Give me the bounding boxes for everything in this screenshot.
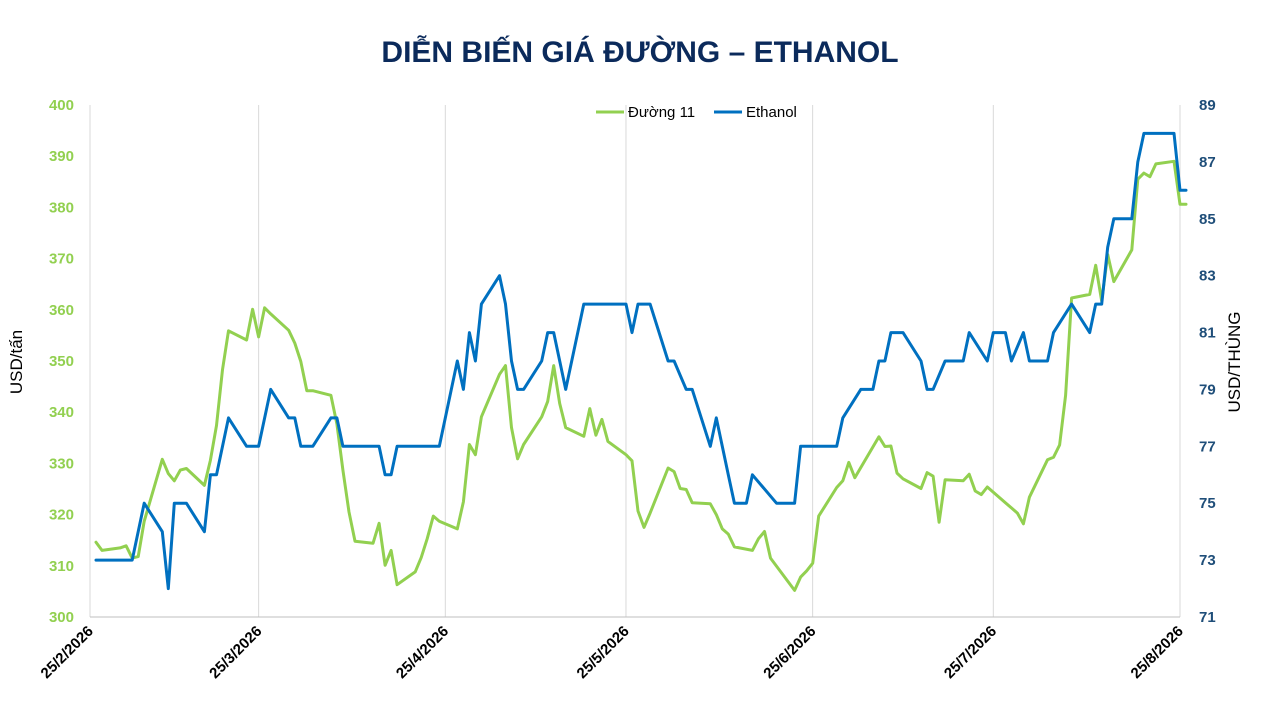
right-axis-label: USD/THÙNG <box>1225 311 1244 412</box>
x-tick-label: 25/3/2026 <box>206 623 265 682</box>
right-tick-label: 71 <box>1199 609 1216 626</box>
left-tick-label: 340 <box>49 404 74 421</box>
left-tick-label: 380 <box>49 199 74 216</box>
right-tick-label: 89 <box>1199 97 1216 114</box>
left-axis-label: USD/tấn <box>7 330 26 394</box>
right-tick-label: 87 <box>1199 154 1216 171</box>
left-tick-label: 330 <box>49 455 74 472</box>
left-tick-label: 320 <box>49 507 74 524</box>
series-layer <box>94 131 1188 592</box>
legend-label-ethanol: Ethanol <box>746 104 797 121</box>
left-tick-label: 390 <box>49 148 74 165</box>
x-tick-label: 25/2/2026 <box>38 623 97 682</box>
gridlines <box>89 105 1181 617</box>
left-tick-label: 310 <box>49 558 74 575</box>
series-line-ethanol <box>94 131 1188 591</box>
left-tick-label: 300 <box>49 609 74 626</box>
series-line-sugar <box>94 159 1188 592</box>
right-tick-label: 83 <box>1199 268 1216 285</box>
right-tick-label: 75 <box>1199 495 1216 512</box>
legend: Đường 11 Ethanol <box>596 104 797 121</box>
chart-title: DIỄN BIẾN GIÁ ĐƯỜNG – ETHANOL <box>381 35 898 69</box>
x-tick-label: 25/8/2026 <box>1128 623 1187 682</box>
x-tick-label: 25/7/2026 <box>941 623 1000 682</box>
right-tick-label: 77 <box>1199 438 1216 455</box>
right-tick-label: 73 <box>1199 552 1216 569</box>
left-tick-label: 370 <box>49 251 74 268</box>
left-tick-label: 360 <box>49 302 74 319</box>
right-tick-label: 79 <box>1199 381 1216 398</box>
right-tick-label: 81 <box>1199 325 1216 342</box>
x-axis-ticks: 25/2/2026 25/3/2026 25/4/2026 25/5/2026 25/6… <box>38 623 1187 682</box>
legend-label-sugar: Đường 11 <box>628 104 695 121</box>
x-tick-label: 25/6/2026 <box>760 623 819 682</box>
right-axis-ticks: 71 73 75 77 79 81 83 85 87 89 <box>1199 97 1216 626</box>
x-tick-label: 25/4/2026 <box>393 623 452 682</box>
left-axis-ticks: 300 310 320 330 340 350 360 370 380 390 400 <box>49 97 74 626</box>
left-tick-label: 350 <box>49 353 74 370</box>
right-tick-label: 85 <box>1199 211 1216 228</box>
left-tick-label: 400 <box>49 97 74 114</box>
x-tick-label: 25/5/2026 <box>574 623 633 682</box>
